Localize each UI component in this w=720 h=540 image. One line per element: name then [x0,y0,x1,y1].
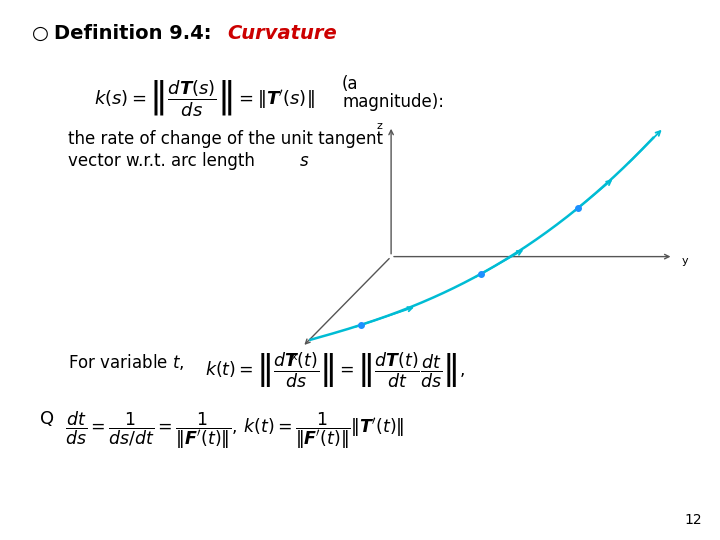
Text: 12: 12 [685,512,702,526]
Text: $k(t) = \left\|\dfrac{d\boldsymbol{T}(t)}{ds}\right\| = \left\|\dfrac{d\boldsymb: $k(t) = \left\|\dfrac{d\boldsymbol{T}(t)… [205,351,465,390]
Text: $\dfrac{dt}{ds} = \dfrac{1}{ds/dt} = \dfrac{1}{\|\boldsymbol{F}'(t)\|},\,k(t) = : $\dfrac{dt}{ds} = \dfrac{1}{ds/dt} = \df… [65,409,404,451]
Text: Q: Q [40,410,54,428]
Text: (a: (a [342,75,359,92]
Text: Curvature: Curvature [227,24,336,43]
Text: $s$: $s$ [299,152,309,170]
Text: y: y [681,256,688,266]
Text: z: z [376,121,382,131]
Text: vector w.r.t. arc length: vector w.r.t. arc length [68,152,261,170]
Text: ○: ○ [32,24,50,43]
Text: $k(s) = \left\|\dfrac{d\boldsymbol{T}(s)}{ds}\right\| = \|\boldsymbol{T}'(s)\|$: $k(s) = \left\|\dfrac{d\boldsymbol{T}(s)… [94,78,314,118]
Text: For variable $t,$: For variable $t,$ [68,352,185,372]
Text: Definition 9.4:: Definition 9.4: [54,24,218,43]
Text: x: x [291,352,297,362]
Text: the rate of change of the unit tangent: the rate of change of the unit tangent [68,130,383,147]
Text: magnitude):: magnitude): [342,93,444,111]
